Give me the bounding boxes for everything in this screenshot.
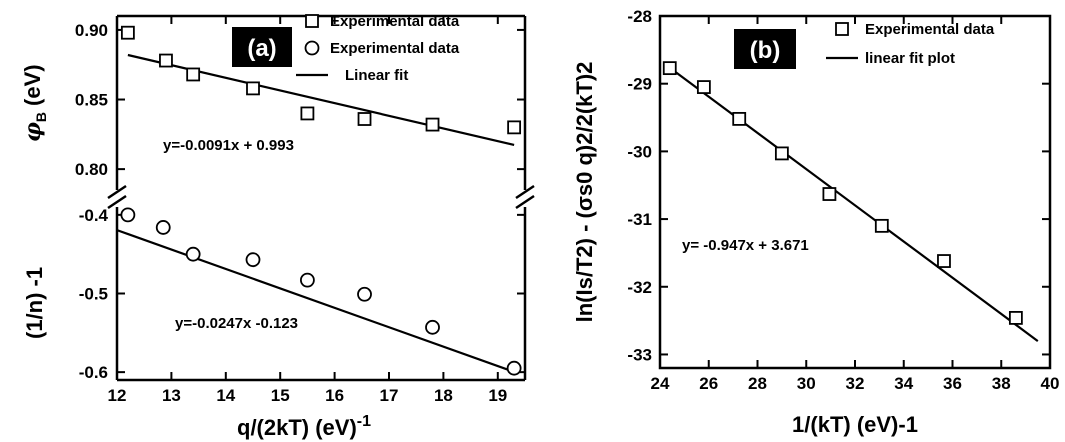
panel-a-axis-break-left bbox=[107, 184, 127, 210]
data-point-square bbox=[822, 187, 837, 201]
legend-label-linear-fit-plot: linear fit plot bbox=[865, 50, 955, 67]
data-point-circle bbox=[425, 319, 440, 335]
data-point-circle bbox=[299, 272, 315, 288]
y-tick-label: -32 bbox=[627, 278, 652, 297]
data-point-square bbox=[696, 80, 711, 94]
y-tick-label: 0.80 bbox=[75, 160, 108, 179]
panel-a-legend: Experimental data Experimental data Line… bbox=[296, 13, 460, 84]
data-point-circle bbox=[245, 252, 261, 268]
legend-label-experimental-squares: Experimental data bbox=[330, 13, 460, 30]
y-tick-label: -28 bbox=[627, 7, 652, 26]
x-tick-label: 15 bbox=[271, 386, 290, 405]
x-tick-label: 32 bbox=[846, 374, 865, 393]
panel-a-upper-ylabel-phi: φ bbox=[20, 122, 46, 142]
panel-b: 24 26 28 30 32 34 36 38 40 -28 -29 -30 -31 -32 -33 (b… bbox=[572, 7, 1059, 437]
y-tick-label: -33 bbox=[627, 345, 652, 364]
y-tick-label: -31 bbox=[627, 210, 652, 229]
x-tick-label: 19 bbox=[488, 386, 507, 405]
panel-a-xlabel: q/(2kT) (eV)-1 bbox=[237, 413, 371, 440]
data-point-square bbox=[874, 218, 889, 233]
y-tick-label: -30 bbox=[627, 142, 652, 161]
panel-a-upper-ylabel: φB (eV) bbox=[20, 64, 49, 142]
legend-circle-marker bbox=[304, 40, 320, 56]
panel-a-xlabel-main: q/(2kT) (eV) bbox=[237, 415, 357, 440]
x-tick-label: 14 bbox=[216, 386, 235, 405]
panel-a-label: (a) bbox=[247, 35, 276, 62]
data-point-square bbox=[425, 117, 440, 132]
panel-b-legend: Experimental data linear fit plot bbox=[826, 21, 995, 67]
legend-label-linear-fit: Linear fit bbox=[345, 67, 408, 84]
fit-line bbox=[664, 63, 1039, 342]
panel-a: 12 13 14 15 16 17 18 19 0.80 0.85 0.90 -0.4 -0.5 -0… bbox=[20, 13, 535, 440]
data-point-square bbox=[1008, 311, 1023, 325]
panel-b-label: (b) bbox=[750, 37, 781, 64]
x-tick-label: 16 bbox=[325, 386, 344, 405]
data-point-square bbox=[507, 120, 522, 135]
data-point-square bbox=[186, 67, 201, 82]
upper-fit-line bbox=[127, 53, 515, 147]
x-tick-label: 13 bbox=[162, 386, 181, 405]
panel-a-upper-ylabel-unit: (eV) bbox=[20, 64, 45, 106]
x-tick-label: 30 bbox=[797, 374, 816, 393]
data-point-square bbox=[662, 61, 677, 76]
x-tick-label: 38 bbox=[992, 374, 1011, 393]
y-tick-label: 0.85 bbox=[75, 91, 108, 110]
y-tick-label: 0.90 bbox=[75, 21, 108, 40]
data-point-square bbox=[246, 81, 260, 96]
data-point-square bbox=[120, 25, 135, 40]
data-point-square bbox=[357, 112, 372, 126]
x-tick-label: 17 bbox=[380, 386, 399, 405]
panel-a-upper-equation: y=-0.0091x + 0.993 bbox=[163, 137, 294, 154]
panel-b-label-box bbox=[734, 29, 796, 69]
data-point-square bbox=[937, 254, 951, 268]
panel-b-xlabel: 1/(kT) (eV)-1 bbox=[792, 412, 918, 437]
x-tick-label: 36 bbox=[943, 374, 962, 393]
data-point-circle bbox=[185, 246, 201, 262]
panel-a-xlabel-sup: -1 bbox=[357, 413, 371, 430]
legend-square-marker bbox=[305, 14, 319, 28]
legend-label-experimental-circles: Experimental data bbox=[330, 40, 460, 57]
data-point-circle bbox=[357, 286, 372, 302]
x-tick-label: 12 bbox=[108, 386, 127, 405]
y-tick-label: -29 bbox=[627, 75, 652, 94]
y-tick-label: -0.4 bbox=[79, 206, 109, 225]
y-tick-label: -0.6 bbox=[79, 363, 108, 382]
panel-a-lower-equation: y=-0.0247x -0.123 bbox=[175, 315, 298, 332]
panel-b-frame bbox=[658, 14, 1052, 370]
data-point-circle bbox=[506, 360, 522, 376]
x-tick-label: 18 bbox=[434, 386, 453, 405]
panel-a-label-box bbox=[232, 27, 292, 67]
x-tick-label: 28 bbox=[748, 374, 767, 393]
panel-a-upper-ylabel-sub: B bbox=[33, 112, 49, 122]
legend-square-marker bbox=[835, 22, 849, 36]
data-point-square bbox=[774, 146, 789, 161]
data-point-square bbox=[300, 106, 315, 121]
lower-fit-line bbox=[116, 229, 515, 373]
y-tick-label: -0.5 bbox=[79, 285, 108, 304]
panel-a-axis-break-right bbox=[515, 184, 535, 210]
data-point-square bbox=[159, 53, 173, 68]
data-point-circle bbox=[120, 207, 136, 223]
legend-label-experimental-data: Experimental data bbox=[865, 21, 995, 38]
panel-b-equation: y= -0.947x + 3.671 bbox=[682, 237, 809, 254]
data-point-square bbox=[732, 111, 747, 126]
panel-a-lower-ylabel: (1/n) -1 bbox=[22, 267, 47, 339]
x-tick-label: 24 bbox=[651, 374, 670, 393]
x-tick-label: 26 bbox=[699, 374, 718, 393]
panel-b-ylabel: ln(Is/T2) - (σs0 q)2/2(kT)2 bbox=[572, 62, 597, 323]
x-tick-label: 34 bbox=[894, 374, 913, 393]
data-point-circle bbox=[155, 220, 171, 235]
x-tick-label: 40 bbox=[1041, 374, 1060, 393]
